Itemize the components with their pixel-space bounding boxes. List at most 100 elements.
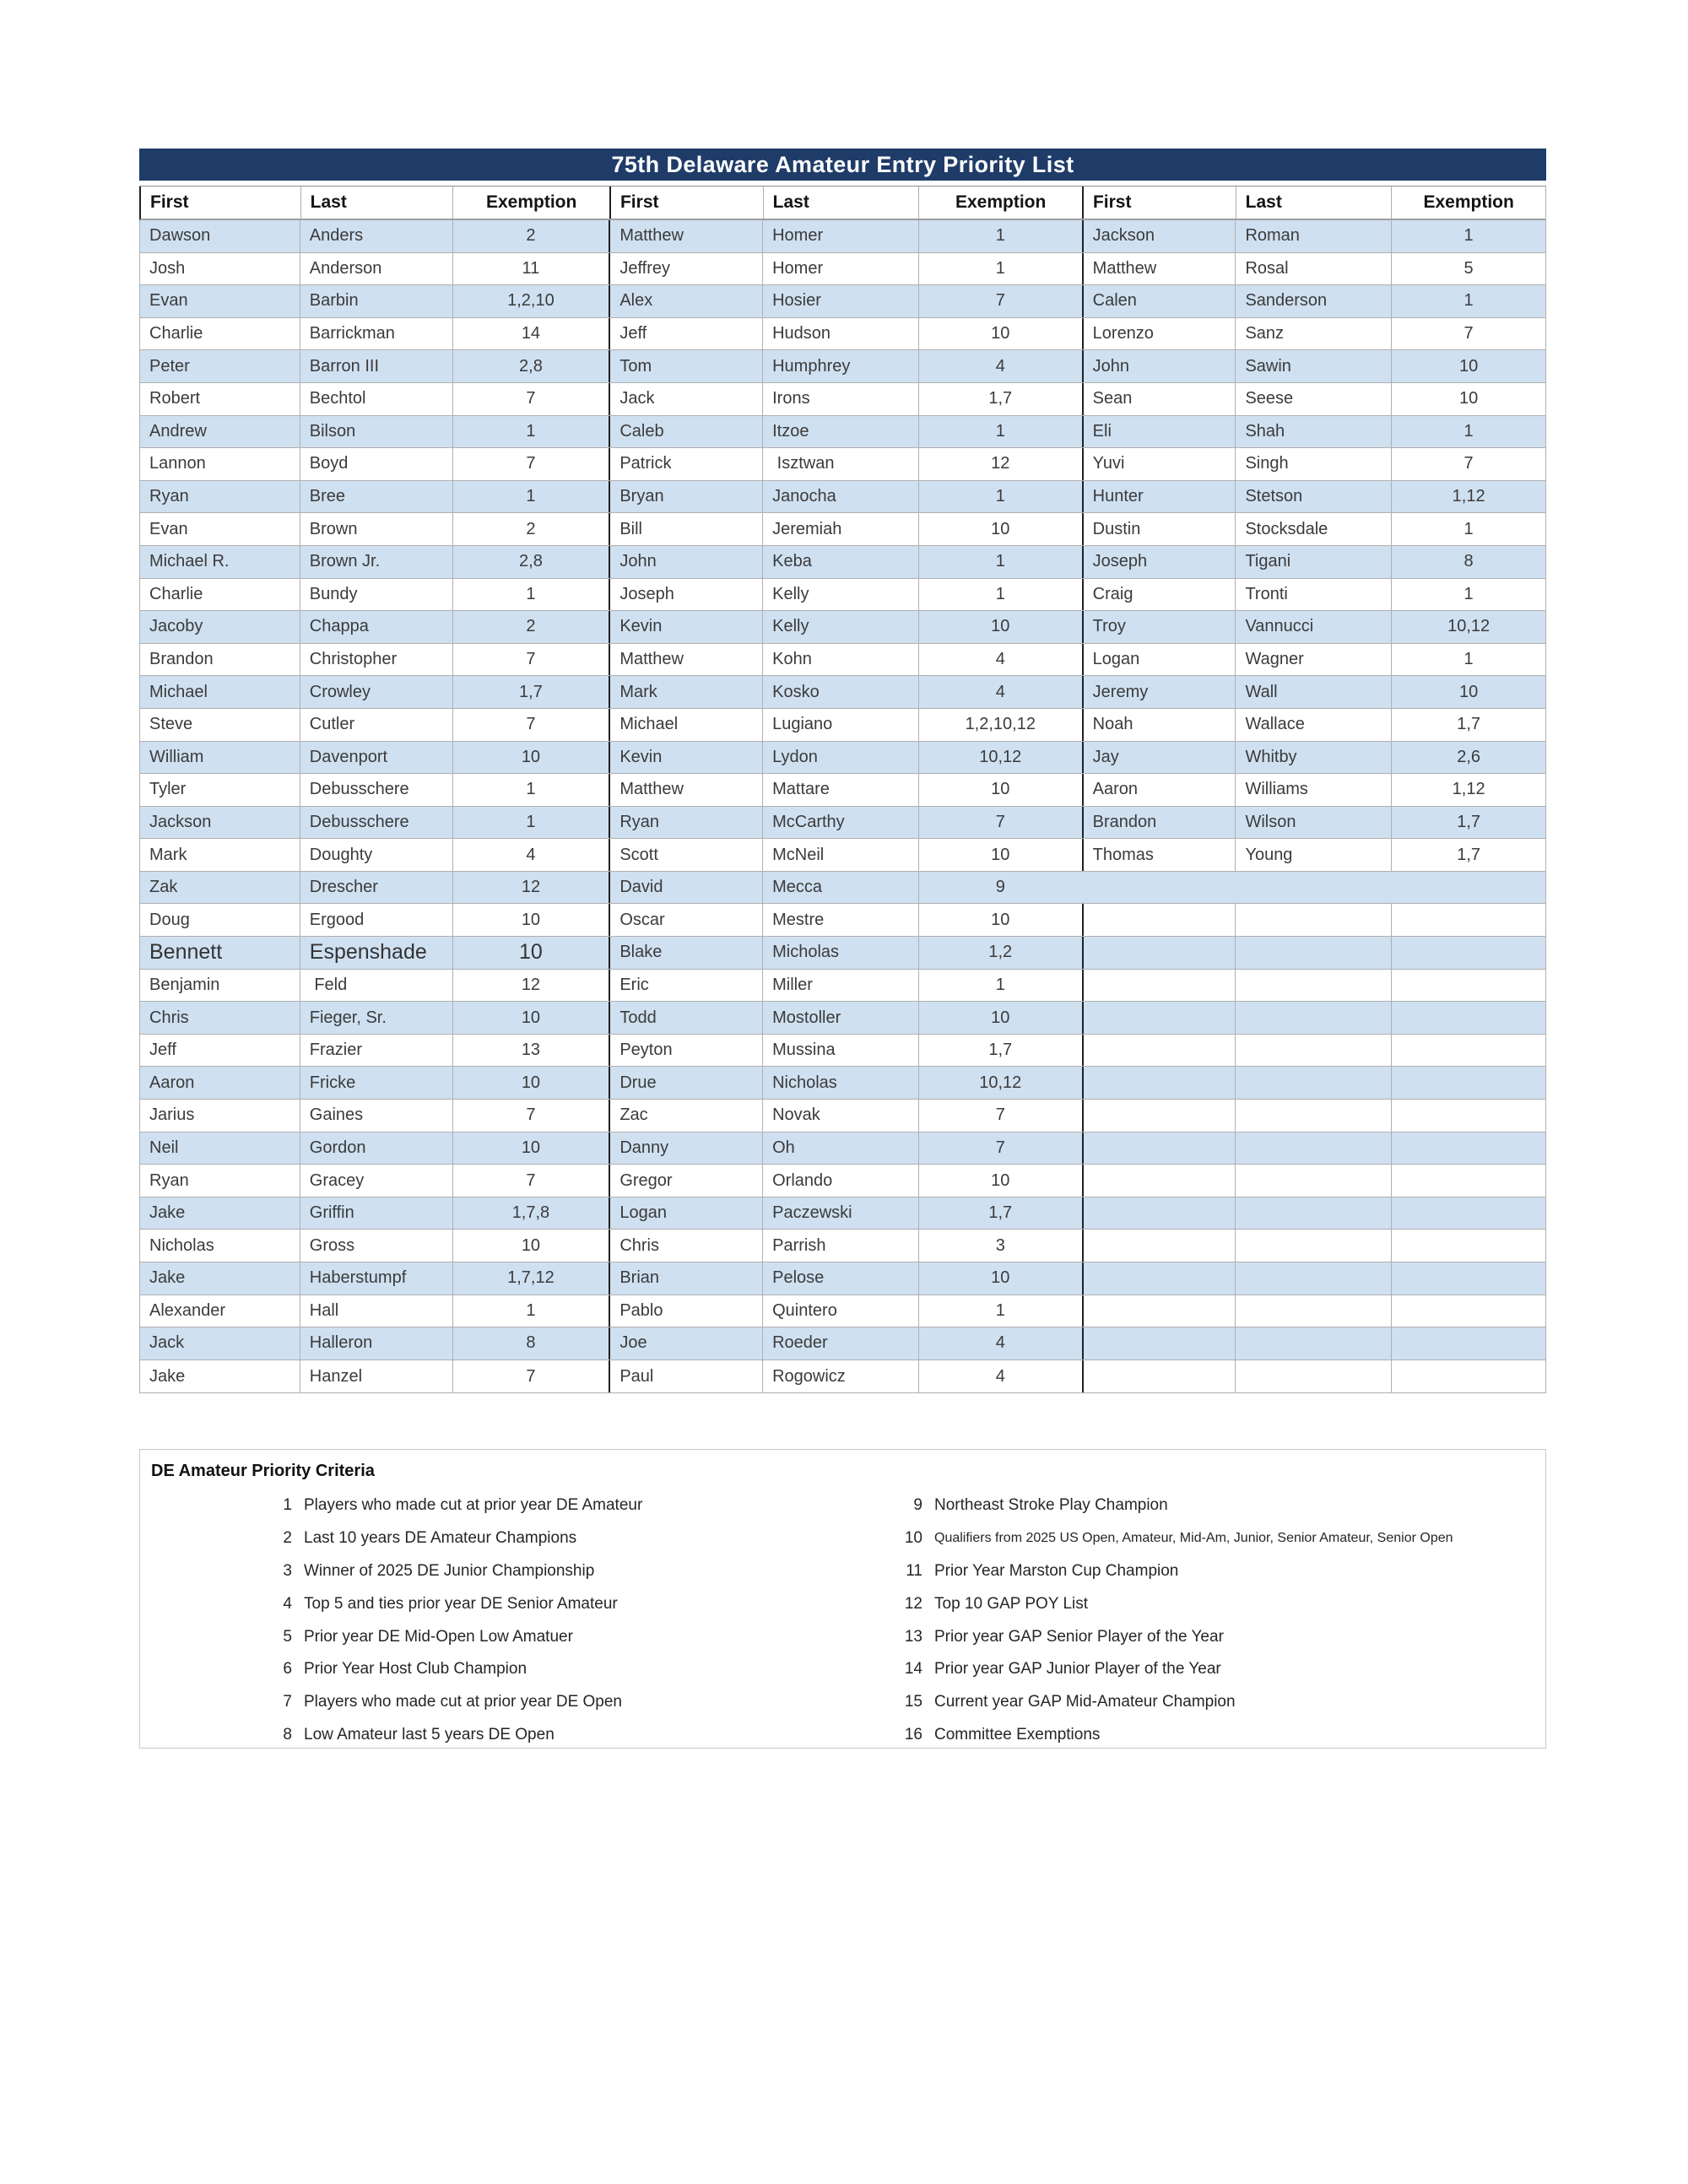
cell-last: Mussina	[763, 1034, 919, 1067]
table-header-row: First Last Exemption First Last Exemption Firs…	[139, 187, 1545, 220]
cell-last: Orlando	[763, 1165, 919, 1197]
cell-exemption: 7	[526, 715, 536, 734]
cell-first: Thomas	[1081, 839, 1236, 871]
cell-last: Mostoller	[763, 1002, 919, 1034]
table-row: Jake Hanzel 7 Paul Rogowicz 4	[140, 1360, 1545, 1393]
criteria-item-number: 6	[283, 1660, 292, 1679]
criteria-item-text: Winner of 2025 DE Junior Championship	[304, 1561, 595, 1580]
criteria-item: 14 Prior year GAP Junior Player of the Ye…	[897, 1653, 1453, 1686]
criteria-item-text: Players who made cut at prior year DE Am…	[304, 1496, 643, 1515]
cell-exemption	[1392, 1067, 1545, 1099]
table-row: Jackson Debusschere 1 Ryan McCarthy 7 Brandon W…	[140, 806, 1545, 840]
cell-first: Todd	[609, 1002, 764, 1034]
cell-exemption: 4	[995, 1333, 1005, 1353]
cell-first: Patrick	[609, 448, 764, 480]
cell-first: Jay	[1081, 741, 1236, 774]
cell-exemption	[1392, 1035, 1545, 1067]
criteria-item-text: Qualifiers from 2025 US Open, Amateur, M…	[934, 1531, 1453, 1546]
cell-last	[1236, 1067, 1393, 1100]
cell-first: Jack	[140, 1327, 300, 1360]
cell-last: McCarthy	[763, 806, 919, 839]
cell-first: Jack	[609, 382, 764, 415]
cell-first: Tom	[609, 350, 764, 382]
cell-last: Hanzel	[300, 1360, 453, 1393]
cell-first	[1081, 1230, 1236, 1262]
table-row: Jacoby Chappa 2 Kevin Kelly 10 Troy Vannucci 10,…	[140, 611, 1545, 644]
cell-last: Sanderson	[1236, 285, 1393, 317]
table-row: Michael Crowley 1,7 Mark Kosko 4 Jeremy Wall 10	[140, 676, 1545, 709]
cell-last	[1236, 937, 1393, 969]
cell-first	[1081, 1067, 1236, 1100]
cell-exemption: 1,7,12	[507, 1268, 555, 1288]
criteria-item-number: 1	[283, 1496, 292, 1515]
column-header: Last	[301, 187, 454, 219]
cell-last: Kelly	[763, 611, 919, 643]
table-row: Robert Bechtol 7 Jack Irons 1,7 Sean Seese 10	[140, 382, 1545, 416]
cell-last: Barron III	[300, 350, 453, 382]
cell-last: Espenshade	[300, 937, 453, 969]
cell-first: Chris	[140, 1002, 300, 1034]
cell-exemption: 1,2	[988, 943, 1013, 962]
cell-exemption: 9	[995, 878, 1005, 897]
cell-first: Jake	[140, 1360, 300, 1393]
criteria-item-number: 14	[904, 1660, 922, 1679]
cell-exemption: 1	[995, 421, 1005, 441]
cell-last: Mattare	[763, 774, 919, 806]
cell-last: Barbin	[300, 285, 453, 317]
cell-first: Andrew	[140, 415, 300, 448]
cell-last: Kosko	[763, 676, 919, 708]
criteria-item-text: Low Amateur last 5 years DE Open	[304, 1725, 555, 1743]
cell-exemption: 1,7,8	[511, 1203, 550, 1223]
cell-last: Lugiano	[763, 708, 919, 741]
criteria-item: 11 Prior Year Marston Cup Champion	[897, 1555, 1453, 1588]
cell-first: Michael	[609, 708, 764, 741]
cell-last: Young	[1236, 839, 1393, 871]
criteria-item-number: 7	[283, 1693, 292, 1711]
cell-exemption: 10	[991, 780, 1010, 799]
cell-exemption: 10	[991, 910, 1010, 929]
cell-exemption	[1392, 904, 1545, 936]
cell-first: Tyler	[140, 774, 300, 806]
cell-first: Bryan	[609, 480, 764, 513]
cell-last: Feld	[300, 969, 453, 1002]
criteria-item: 2 Last 10 years DE Amateur Champions	[267, 1522, 642, 1555]
cell-first: Sean	[1081, 382, 1236, 415]
cell-first: Brandon	[1081, 806, 1236, 839]
cell-exemption: 1	[1463, 291, 1474, 311]
cell-last: Doughty	[300, 839, 453, 871]
cell-first: John	[609, 545, 764, 578]
table-row: Jake Griffin 1,7,8 Logan Paczewski 1,7	[140, 1197, 1545, 1230]
criteria-item-number: 16	[904, 1725, 922, 1743]
cell-last: Vannucci	[1236, 611, 1393, 643]
cell-first: Caleb	[609, 415, 764, 448]
cell-last: Frazier	[300, 1034, 453, 1067]
cell-first: Nicholas	[140, 1230, 300, 1262]
cell-last: Paczewski	[763, 1197, 919, 1230]
cell-last: Kelly	[763, 578, 919, 611]
table-row: Neil Gordon 10 Danny Oh 7	[140, 1132, 1545, 1165]
criteria-panel: DE Amateur Priority Criteria 1 Players wh…	[139, 1449, 1546, 1749]
cell-exemption	[1392, 970, 1545, 1002]
cell-last: Gaines	[300, 1100, 453, 1132]
cell-first	[1081, 1132, 1236, 1165]
cell-first: Peyton	[609, 1034, 764, 1067]
table-row: Nicholas Gross 10 Chris Parrish 3	[140, 1230, 1545, 1262]
cell-last: Sawin	[1236, 350, 1393, 382]
cell-last: Homer	[763, 220, 919, 252]
cell-last: Tigani	[1236, 545, 1393, 578]
cell-exemption: 1,7	[988, 1041, 1013, 1060]
cell-exemption: 3	[995, 1235, 1005, 1255]
cell-last: Anders	[300, 220, 453, 252]
cell-last: Ergood	[300, 904, 453, 937]
cell-last: Hudson	[763, 317, 919, 350]
cell-last: Rogowicz	[763, 1360, 919, 1393]
cell-first: Oscar	[609, 904, 764, 937]
cell-first: Eric	[609, 969, 764, 1002]
cell-first: Jarius	[140, 1100, 300, 1132]
cell-exemption: 1,2,10	[507, 291, 555, 311]
table-row: Jake Haberstumpf 1,7,12 Brian Pelose 10	[140, 1262, 1545, 1295]
cell-first: Peter	[140, 350, 300, 382]
cell-first: David	[609, 871, 764, 904]
criteria-item: 15 Current year GAP Mid-Amateur Champion	[897, 1686, 1453, 1719]
criteria-item-text: Prior Year Marston Cup Champion	[934, 1561, 1179, 1580]
